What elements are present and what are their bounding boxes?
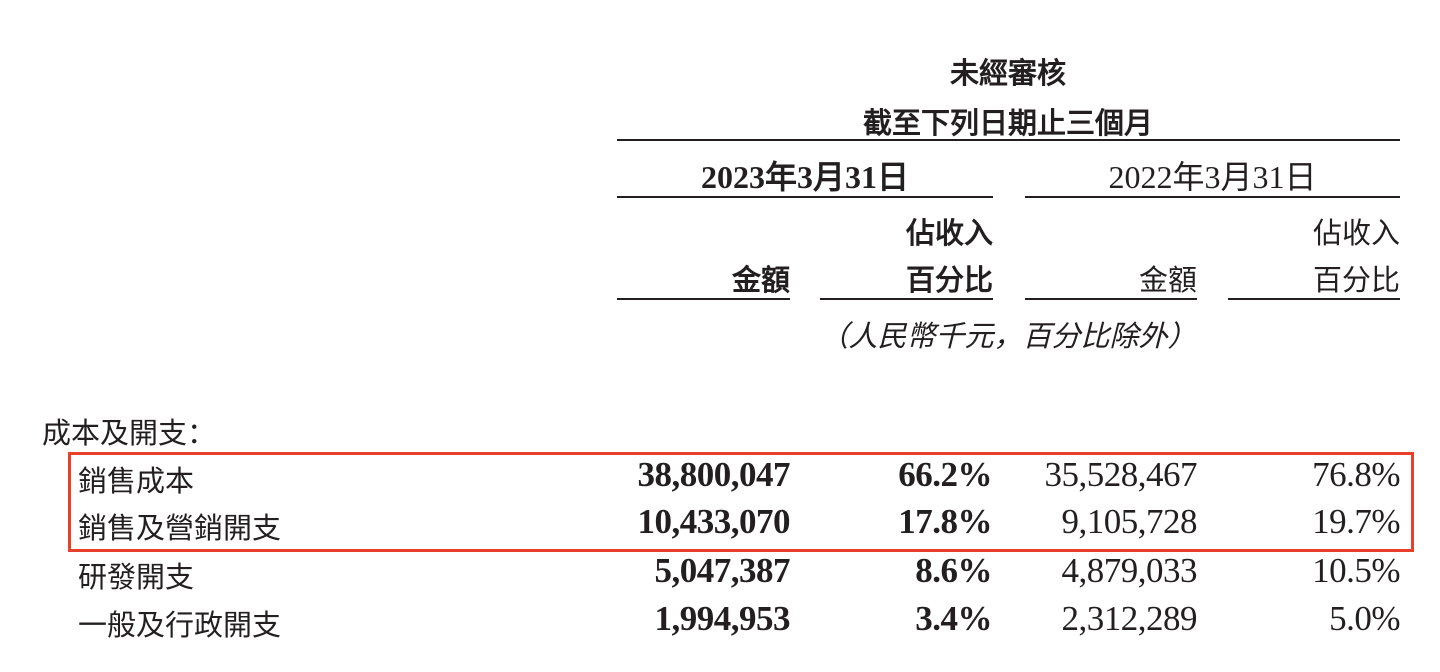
- amount-header-2023: 金額: [731, 263, 790, 297]
- amount-2023: 38,800,047: [637, 455, 791, 494]
- pct-header-2023-l2: 百分比: [905, 263, 993, 297]
- amount-2022: 2,312,289: [1061, 599, 1198, 638]
- pct-header-2022-l2: 百分比: [1312, 263, 1400, 297]
- divider: [617, 139, 1400, 141]
- amount-2022: 4,879,033: [1061, 551, 1198, 590]
- audit-header: 未經審核: [949, 56, 1066, 90]
- pct-2022: 19.7%: [1312, 502, 1400, 541]
- amount-2023: 10,433,070: [637, 502, 791, 541]
- divider: [617, 196, 993, 198]
- date-2023-header: 2023年3月31日: [700, 159, 909, 195]
- divider: [1228, 298, 1400, 300]
- pct-2023: 17.8%: [898, 502, 992, 541]
- pct-header-2023-l1: 佔收入: [905, 216, 993, 250]
- pct-2023: 66.2%: [898, 455, 992, 494]
- divider: [820, 298, 993, 300]
- date-2022-header: 2022年3月31日: [1108, 159, 1317, 195]
- divider: [617, 298, 790, 300]
- pct-2023: 3.4%: [915, 599, 992, 638]
- amount-2023: 5,047,387: [654, 551, 791, 590]
- amount-2022: 35,528,467: [1044, 455, 1198, 494]
- pct-2023: 8.6%: [915, 551, 992, 590]
- divider: [1025, 298, 1197, 300]
- row-label: 研發開支: [78, 560, 195, 594]
- pct-2022: 5.0%: [1329, 599, 1400, 638]
- row-label: 銷售及營銷開支: [78, 511, 282, 545]
- unit-note: （人民幣千元，百分比除外）: [819, 319, 1197, 353]
- amount-2023: 1,994,953: [654, 599, 791, 638]
- row-label: 一般及行政開支: [78, 608, 282, 642]
- pct-2022: 10.5%: [1312, 551, 1400, 590]
- divider: [1025, 196, 1400, 198]
- period-header: 截至下列日期止三個月: [862, 106, 1153, 140]
- row-label: 銷售成本: [78, 464, 195, 498]
- amount-header-2022: 金額: [1138, 263, 1197, 297]
- pct-2022: 76.8%: [1312, 455, 1400, 494]
- section-title: 成本及開支：: [42, 416, 217, 450]
- highlight-box: [68, 452, 1414, 552]
- amount-2022: 9,105,728: [1061, 502, 1198, 541]
- pct-header-2022-l1: 佔收入: [1312, 216, 1400, 250]
